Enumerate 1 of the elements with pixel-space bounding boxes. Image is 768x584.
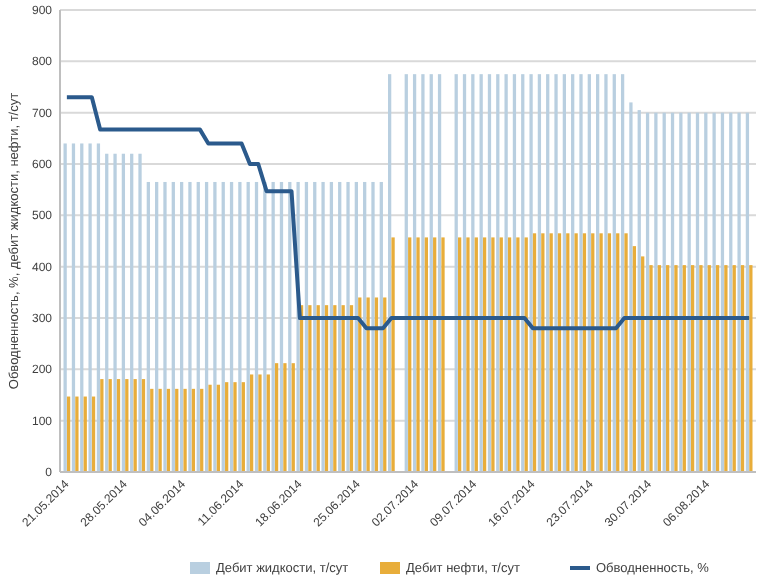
line-series: [64, 95, 752, 331]
